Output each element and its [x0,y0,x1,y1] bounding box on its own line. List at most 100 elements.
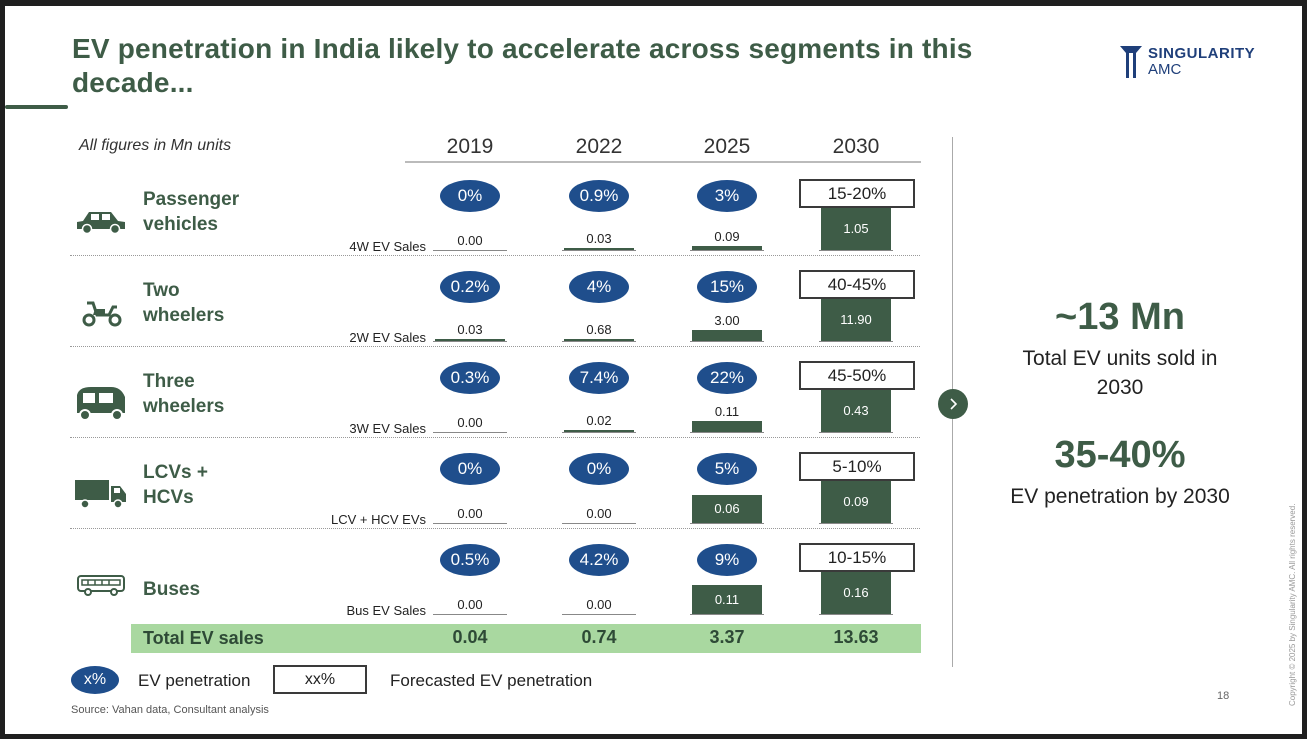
total-units-caption: Total EV units sold in 2030 [1022,347,1218,399]
slide: EV penetration in India likely to accele… [5,6,1302,734]
logo-line2: AMC [1148,61,1182,78]
forecast-penetration-box: 5-10% [799,452,915,481]
sales-value: 0.43 [843,403,869,418]
sales-label: LCV + HCV EVs [330,512,426,527]
bar-baseline [819,341,893,342]
segment-name: Buses [143,577,200,602]
segment-name-line2: HCVs [143,487,194,508]
bar-baseline [819,432,893,433]
sales-value: 0.00 [586,506,612,521]
bar-baseline [562,250,636,251]
total-row: Total EV sales 0.04 0.74 3.37 13.63 [131,624,921,653]
sales-value: 1.05 [843,221,869,236]
chevron-right-icon [938,389,968,419]
total-value: 3.37 [709,627,745,647]
sales-value: 0.00 [457,233,483,248]
penetration-pill: 9% [697,544,757,576]
row-divider [70,437,920,438]
bar-baseline [690,523,764,524]
penetration-pill: 5% [697,453,757,485]
penetration-pill: 0.3% [440,362,500,394]
bar-baseline [562,432,636,433]
row-divider [70,346,920,347]
segment-name: Passenger vehicles [143,187,239,237]
sales-bar [821,481,891,523]
car-icon [71,203,131,239]
penetration-pill: 22% [697,362,757,394]
sales-label: 2W EV Sales [349,330,426,345]
truck-icon [71,476,131,512]
sales-bar [692,330,762,341]
sales-value: 0.03 [586,231,612,246]
total-value: 13.63 [833,627,879,647]
sales-value: 0.00 [457,415,483,430]
scooter-icon [71,294,131,330]
sales-value: 0.09 [843,494,869,509]
sales-value: 0.09 [714,229,740,245]
legend-box: xx% [273,665,367,694]
total-units-figure: ~13 Mn [1055,296,1185,338]
sales-bar [692,585,762,614]
sales-value: 0.00 [457,506,483,521]
sales-label: Bus EV Sales [346,603,427,618]
sales-value: 0.11 [714,591,740,607]
sales-value: 0.02 [586,413,612,428]
legend-pill: x% [71,666,119,694]
legend-box-label: Forecasted EV penetration [390,671,593,690]
segment-name-line1: Passenger [143,189,240,210]
auto-rickshaw-icon [71,385,131,421]
bar-baseline [690,614,764,615]
bar-baseline [433,341,507,342]
penetration-pill: 0.5% [440,544,500,576]
year-header: 2022 [575,135,623,158]
sales-value: 0.68 [586,321,612,337]
page-title: EV penetration in India likely to accele… [72,33,973,98]
penetration-pill: 4.2% [569,544,629,576]
sales-label: 3W EV Sales [349,421,426,436]
bar-baseline [690,250,764,251]
sales-value: 0.16 [843,585,869,600]
page-number: 18 [1217,690,1230,702]
penetration-caption: EV penetration by 2030 [1010,485,1230,508]
forecast-penetration-box: 10-15% [799,543,915,572]
penetration-pill: 0.9% [569,180,629,212]
segment-name: Two wheelers [143,278,224,328]
sales-bar [564,338,634,341]
segment-name-line2: wheelers [143,396,225,417]
forecast-penetration-box: 45-50% [799,361,915,390]
bar-baseline [690,341,764,342]
segment-name-line1: Two [143,280,180,301]
bar-baseline [562,614,636,615]
penetration-pill: 4% [569,271,629,303]
segment-name-line2: vehicles [143,214,218,235]
penetration-pill: 0% [440,453,500,485]
sales-bar [692,421,762,432]
segment-row: LCVs + HCVs LCV + HCV EVs 0% 0% 5% 5-10% 0.00 0.… [5,442,925,533]
sales-value: 0.00 [586,597,612,612]
penetration-pill: 0% [440,180,500,212]
bar-baseline [433,614,507,615]
penetration-pill: 0.2% [440,271,500,303]
segment-name-line1: Three [143,371,195,392]
bar-baseline [562,523,636,524]
row-divider [70,255,920,256]
logo: SINGULARITY AMC [1120,46,1255,78]
sales-bar [821,299,891,341]
segment-name-line2: wheelers [143,305,225,326]
sales-bar [692,246,762,250]
sales-bar [692,495,762,523]
year-header: 2025 [703,135,751,158]
penetration-pill: 0% [569,453,629,485]
header-divider [405,161,921,163]
penetration-pill: 15% [697,271,757,303]
title-accent-bar [5,105,68,109]
forecast-penetration-box: 15-20% [799,179,915,208]
segment-row: Two wheelers 2W EV Sales 0.2% 4% 15% 40-45% 0.0… [5,260,925,351]
year-header: 2019 [446,135,494,158]
bar-baseline [690,432,764,433]
bar-baseline [433,250,507,251]
penetration-pill: 7.4% [569,362,629,394]
penetration-pill: 3% [697,180,757,212]
penetration-figure: 35-40% [1054,434,1186,476]
segment-row: Three wheelers 3W EV Sales 0.3% 7.4% 22% 45-50… [5,351,925,442]
